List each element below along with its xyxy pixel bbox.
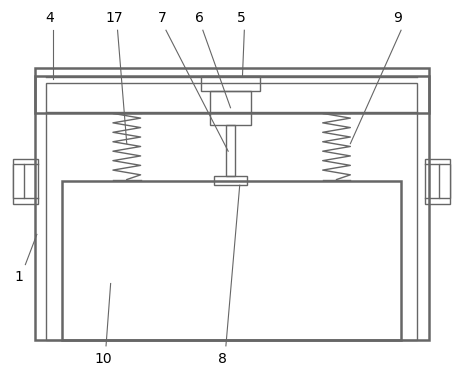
- Bar: [13, 164, 24, 198]
- Text: 1: 1: [15, 270, 24, 284]
- Text: 10: 10: [94, 352, 112, 366]
- Bar: [226, 125, 235, 176]
- Bar: [210, 91, 251, 125]
- Text: 17: 17: [106, 11, 123, 25]
- Bar: [35, 76, 429, 113]
- Bar: [425, 159, 450, 204]
- Bar: [46, 83, 417, 340]
- Text: 8: 8: [218, 352, 227, 366]
- Text: 4: 4: [46, 11, 54, 25]
- Bar: [439, 164, 450, 198]
- Bar: [13, 159, 38, 204]
- Text: 7: 7: [159, 11, 167, 25]
- Text: 5: 5: [237, 11, 245, 25]
- Bar: [62, 181, 401, 340]
- Bar: [201, 76, 260, 91]
- Text: 6: 6: [195, 11, 204, 25]
- Bar: [214, 176, 247, 185]
- Bar: [35, 68, 429, 340]
- Text: 9: 9: [393, 11, 402, 25]
